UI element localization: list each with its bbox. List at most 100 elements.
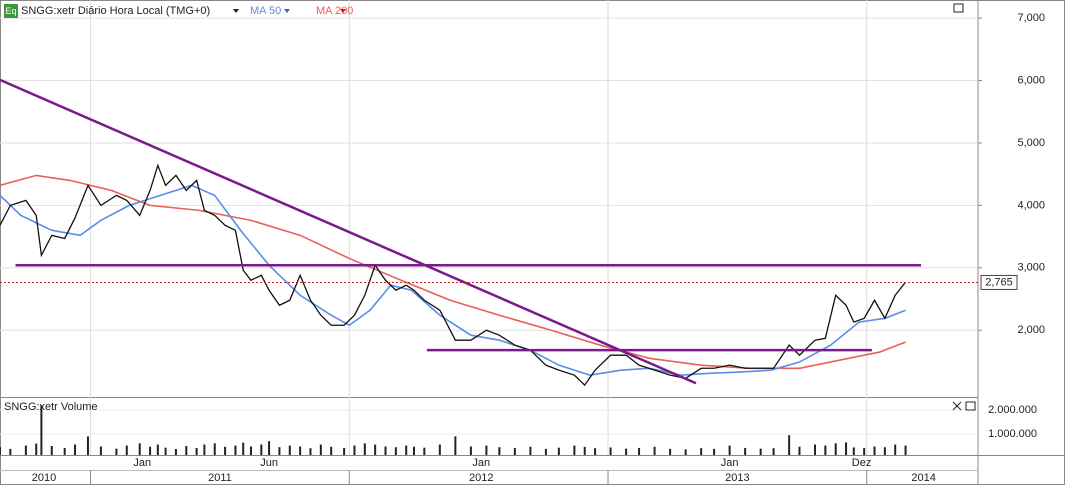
volume-bar [498,447,501,455]
volume-title: SNGG:xetr Volume [4,401,98,413]
volume-bar [138,443,141,455]
volume-bar [353,445,356,455]
volume-bar [149,446,152,455]
volume-bar [684,449,687,455]
volume-bar [299,446,302,455]
icon-label: Eq [5,6,16,16]
y-tick-label: 3,000 [1017,262,1045,274]
volume-bar [788,435,791,455]
x-month-label: Dez [852,457,872,469]
volume-bar [824,445,827,455]
volume-bar [185,446,188,455]
volume-bar [195,447,198,455]
volume-tick-label: 2.000.000 [988,404,1037,416]
volume-bar [744,447,747,455]
volume-bar [405,445,408,455]
plot [0,78,978,455]
volume-bar [24,445,27,455]
volume-bar [669,448,672,455]
volume-bar [309,448,312,455]
x-year-label: 2013 [725,472,749,484]
x-month-label: Jan [721,457,739,469]
dropdown-arrow[interactable] [340,9,346,13]
legend-entry[interactable]: MA 200 [316,5,353,17]
volume-bar [700,448,703,455]
volume-bar [224,446,227,455]
volume-bar [288,445,291,455]
volume-bar [125,445,128,455]
volume-bar [798,446,801,455]
close-button[interactable] [952,401,962,411]
volume-bar [834,443,837,455]
volume-bar [156,444,159,455]
volume-bar [883,447,886,455]
volume-bar [845,442,848,455]
volume-bar [814,444,816,455]
volume-bar [544,448,547,455]
x-year-label: 2014 [911,472,935,484]
volume-bar [242,442,245,455]
volume-bar [469,446,472,455]
volume-bar [249,446,252,455]
y-tick-label: 4,000 [1017,199,1045,211]
volume-bar [713,448,716,455]
volume-bar [174,448,177,455]
y-tick-label: 7,000 [1017,12,1045,24]
dropdown-arrow[interactable] [233,9,239,13]
volume-bar [35,443,38,455]
volume-bar [594,448,597,455]
volume-bar [423,447,426,455]
moving-average [0,174,906,370]
volume-bar [74,444,77,455]
x-month-label: Jun [260,457,278,469]
maximize-button[interactable] [953,3,964,13]
volume-bar [454,436,457,455]
volume-bar [438,444,441,455]
volume-bar [894,444,897,455]
volume-bar [759,448,762,455]
volume-bar [653,446,656,455]
volume-bar [9,448,12,455]
x-month-label: Jan [472,457,490,469]
volume-bar [625,448,628,455]
y-tick-label: 2,000 [1017,324,1045,336]
volume-bar [583,446,586,455]
price-line [0,163,907,387]
volume-bar [772,448,775,455]
volume-bar [268,441,271,455]
volume-bar [609,447,612,455]
icon [4,4,18,18]
volume-bar [394,447,397,455]
volume-bar [384,446,387,455]
volume-bar [115,448,118,455]
dropdown-arrow[interactable] [284,9,290,13]
volume-bar [852,447,855,455]
y-tick-label: 6,000 [1017,74,1045,86]
volume-bar [330,446,333,455]
volume-bar [164,447,167,455]
volume-bar [485,445,488,455]
volume-bar [213,443,216,455]
last-price-label: 2,765 [985,276,1013,288]
grid [0,0,978,455]
maximize-button[interactable] [965,401,976,411]
x-month-label: Jan [133,457,151,469]
volume-bar [374,444,377,455]
volume-bar [412,446,415,455]
volume-bar [63,447,66,455]
x-year-label: 2010 [32,472,56,484]
trendline [0,78,697,385]
volume-bar [0,447,1,455]
moving-average [0,184,906,376]
volume-bar [863,447,866,455]
volume-bar [873,446,876,455]
chart-title[interactable]: SNGG:xetr Diário Hora Local (TMG+0) [21,5,210,17]
volume-bar [513,447,516,455]
last-price-box [980,274,1018,290]
y-tick-label: 5,000 [1017,137,1045,149]
volume-bar [99,446,102,455]
legend-entry[interactable]: MA 50 [250,5,281,17]
volume-bar [557,447,560,455]
x-year-label: 2011 [208,472,232,484]
